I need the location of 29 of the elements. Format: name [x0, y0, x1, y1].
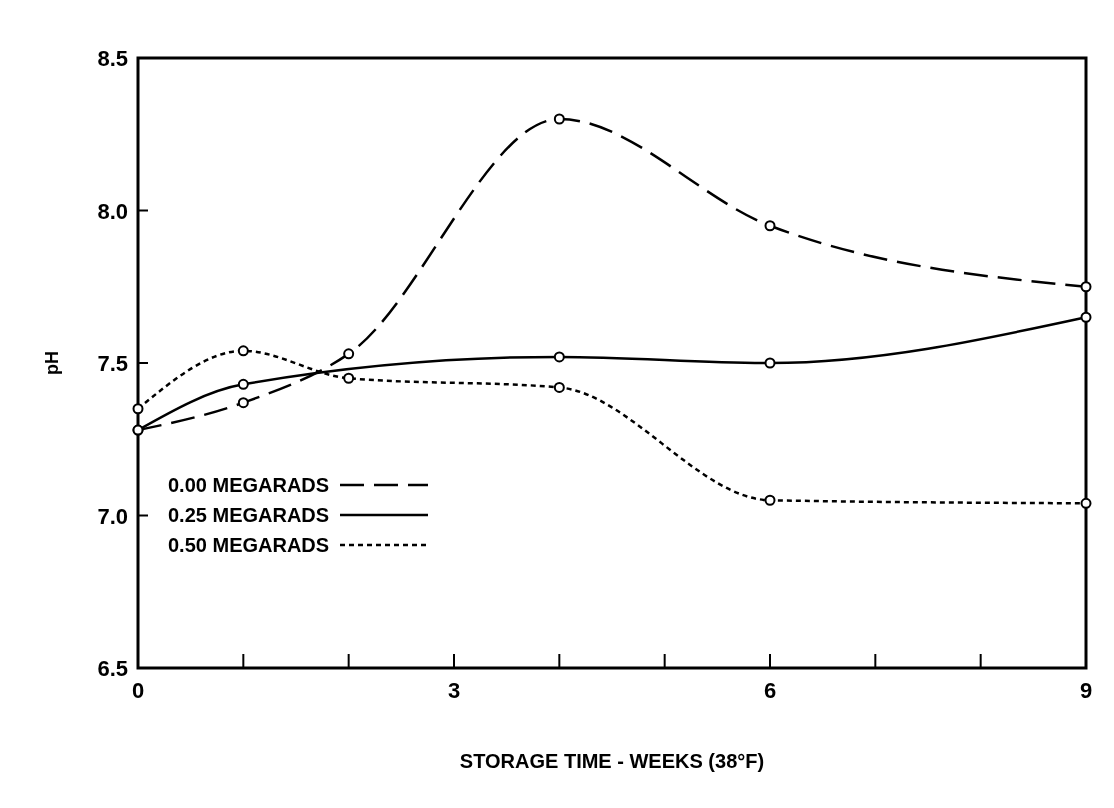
- point: [343, 348, 355, 360]
- x-tick-label: 0: [131, 678, 145, 703]
- x-tick-label: 3: [447, 678, 461, 703]
- y-tick-label: 8.5: [97, 46, 128, 71]
- point: [1080, 311, 1092, 323]
- legend-label: 0.25 MEGARADS: [168, 504, 330, 526]
- y-tick-label: 7.0: [97, 503, 128, 529]
- point: [764, 357, 776, 369]
- y-tick-label: 6.5: [97, 656, 128, 681]
- point: [237, 345, 249, 357]
- x-axis-title: STORAGE TIME - WEEKS (38°F): [459, 750, 765, 772]
- x-tick-label: 6: [763, 678, 777, 703]
- x-tick-label: 9: [1079, 678, 1093, 703]
- legend-label: 0.50 MEGARADS: [168, 534, 330, 556]
- point: [132, 403, 144, 415]
- point: [553, 381, 565, 393]
- y-tick-label: 7.5: [97, 351, 128, 376]
- y-axis-title: pH: [42, 351, 62, 375]
- y-tick-label: 8.0: [97, 198, 128, 224]
- point: [237, 397, 249, 409]
- legend-label: 0.00 MEGARADS: [168, 474, 330, 496]
- point: [237, 378, 249, 390]
- point: [553, 351, 565, 363]
- point: [1080, 281, 1092, 293]
- point: [764, 494, 776, 506]
- point: [343, 372, 355, 384]
- point: [553, 113, 565, 125]
- point: [764, 220, 776, 232]
- point: [1080, 497, 1092, 509]
